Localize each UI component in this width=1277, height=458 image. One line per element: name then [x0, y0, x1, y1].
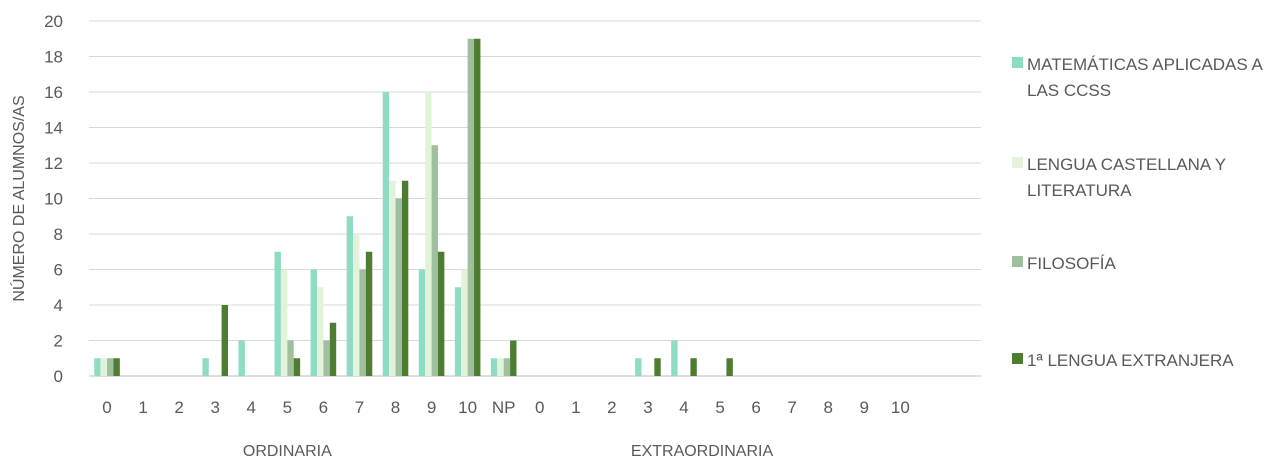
bar: [726, 358, 733, 376]
legend-item-lengua-extranjera: 1ª LENGUA EXTRANJERA: [1012, 348, 1277, 374]
bar: [690, 358, 697, 376]
bar: [654, 358, 661, 376]
bar: [671, 340, 678, 376]
legend-item-matematicas: MATEMÁTICAS APLICADAS A LAS CCSS: [1012, 52, 1277, 104]
group-label: ORDINARIA: [243, 443, 332, 458]
legend-item-lengua-castellana: LENGUA CASTELLANA Y LITERATURA: [1012, 152, 1277, 204]
bar: [113, 358, 120, 376]
y-tick-label: 8: [54, 225, 63, 244]
y-tick-label: 14: [44, 119, 63, 138]
y-axis-title: NÚMERO DE ALUMNOS/AS: [9, 95, 28, 301]
x-tick-label: 9: [427, 398, 436, 417]
bar: [431, 145, 438, 376]
bar: [274, 251, 281, 376]
bar: [401, 180, 409, 376]
bar: [100, 358, 108, 376]
x-tick-label: 0: [535, 398, 544, 417]
bar: [329, 322, 337, 376]
bar: [202, 358, 209, 376]
bar: [425, 92, 432, 376]
x-tick-label: 0: [102, 398, 111, 417]
bar: [467, 38, 475, 376]
x-tick-label: NP: [492, 398, 516, 417]
x-tick-label: 6: [751, 398, 760, 417]
bar: [454, 287, 462, 376]
legend-item-filosofia: FILOSOFÍA: [1012, 251, 1277, 277]
bar: [474, 38, 481, 376]
legend-label-lengua-extranjera: 1ª LENGUA EXTRANJERA: [1027, 351, 1234, 370]
x-tick-label: 6: [319, 398, 328, 417]
x-tick-label: 7: [787, 398, 796, 417]
x-tick-label: 10: [458, 398, 477, 417]
bar: [461, 269, 468, 376]
bar: [503, 358, 511, 376]
x-tick-label: 1: [571, 398, 580, 417]
x-tick-label: 4: [247, 398, 256, 417]
bar: [510, 340, 517, 376]
bar: [365, 251, 373, 376]
bar: [323, 340, 330, 376]
x-tick-label: 10: [891, 398, 910, 417]
y-tick-label: 4: [54, 296, 63, 315]
x-tick-label: 3: [210, 398, 219, 417]
y-tick-label: 12: [44, 154, 63, 173]
bar: [221, 305, 229, 376]
legend: MATEMÁTICAS APLICADAS A LAS CCSS LENGUA …: [1012, 0, 1277, 458]
y-tick-label: 6: [54, 261, 63, 280]
y-tick-label: 16: [44, 83, 63, 102]
bar: [293, 358, 301, 376]
y-tick-label: 20: [44, 12, 63, 31]
bar: [382, 92, 390, 376]
legend-label-lengua-castellana: LENGUA CASTELLANA Y LITERATURA: [1027, 155, 1226, 200]
bar: [310, 269, 317, 376]
x-tick-label: 7: [355, 398, 364, 417]
legend-swatch-lengua-castellana: [1012, 157, 1023, 168]
bar: [107, 358, 114, 376]
x-tick-label: 1: [138, 398, 147, 417]
legend-swatch-matematicas: [1012, 57, 1023, 68]
bar: [346, 216, 354, 376]
x-tick-label: 9: [860, 398, 869, 417]
y-tick-label: 10: [44, 190, 63, 209]
bar: [287, 340, 294, 376]
group-label: EXTRAORDINARIA: [631, 443, 774, 458]
bar: [353, 234, 360, 376]
x-tick-label: 8: [823, 398, 832, 417]
legend-swatch-lengua-extranjera: [1012, 353, 1023, 364]
bar: [395, 198, 402, 376]
x-tick-label: 3: [643, 398, 652, 417]
bar: [316, 287, 324, 376]
x-tick-label: 2: [174, 398, 183, 417]
bar: [418, 269, 426, 376]
legend-swatch-filosofia: [1012, 256, 1023, 267]
bar: [437, 251, 445, 376]
legend-label-filosofia: FILOSOFÍA: [1027, 254, 1116, 273]
x-tick-label: 5: [283, 398, 292, 417]
bar: [94, 358, 101, 376]
bar: [490, 358, 498, 376]
x-tick-label: 5: [715, 398, 724, 417]
bar: [497, 358, 504, 376]
y-tick-label: 2: [54, 332, 63, 351]
bar: [359, 269, 366, 376]
y-tick-label: 18: [44, 48, 63, 67]
y-tick-label: 0: [54, 367, 63, 386]
x-tick-label: 2: [607, 398, 616, 417]
bar: [389, 180, 396, 376]
x-tick-label: 4: [679, 398, 688, 417]
bar: [238, 340, 245, 376]
x-tick-label: 8: [391, 398, 400, 417]
legend-label-matematicas: MATEMÁTICAS APLICADAS A LAS CCSS: [1027, 55, 1262, 100]
bar: [280, 269, 288, 376]
bar: [635, 358, 642, 376]
